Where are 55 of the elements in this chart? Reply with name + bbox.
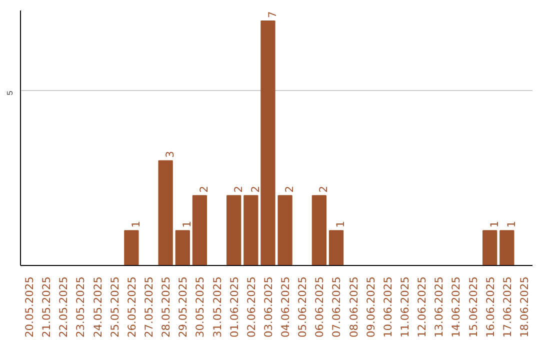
- x-tick-label: 04.06.2025: [279, 276, 292, 338]
- x-tick-label: 27.05.2025: [142, 276, 156, 338]
- x-tick-label: 01.06.2025: [228, 276, 241, 338]
- data-label: 2: [317, 186, 330, 193]
- bar: [500, 230, 514, 266]
- x-tick-label: 17.06.2025: [500, 276, 514, 338]
- bar: [312, 195, 326, 266]
- x-tick-label: 11.06.2025: [398, 276, 412, 338]
- data-label: 7: [266, 11, 279, 18]
- data-label: 3: [164, 150, 177, 158]
- x-tick-label: 02.06.2025: [244, 276, 258, 338]
- bar: [328, 230, 344, 266]
- x-tick-label: 08.06.2025: [347, 276, 360, 338]
- x-tick-label: 15.06.2025: [466, 276, 480, 338]
- x-tick-label: 25.05.2025: [108, 276, 122, 338]
- data-label: 1: [504, 220, 518, 228]
- x-tick-label: 14.06.2025: [450, 276, 463, 338]
- x-tick-label: 23.05.2025: [74, 276, 88, 338]
- bar: [244, 195, 258, 266]
- x-tick-label: 26.05.2025: [125, 276, 138, 338]
- bar: [175, 230, 190, 266]
- bar: [260, 20, 276, 266]
- data-label: 1: [488, 220, 501, 228]
- data-label: 2: [283, 186, 296, 193]
- x-tick-label: 10.06.2025: [381, 276, 394, 338]
- x-tick-label: 24.05.2025: [91, 276, 104, 338]
- x-tick-label: 22.05.2025: [57, 276, 70, 338]
- bar: [158, 160, 173, 266]
- x-tick-label: 09.06.2025: [364, 276, 378, 338]
- data-label: 1: [129, 220, 142, 228]
- x-tick-label: 20.05.2025: [23, 276, 36, 338]
- x-tick-label: 07.06.2025: [330, 276, 344, 338]
- x-tick-label: 18.06.2025: [518, 276, 531, 338]
- x-tick-label: 05.06.2025: [296, 276, 310, 338]
- x-tick-label: 06.06.2025: [313, 276, 326, 338]
- x-tick-label: 30.05.2025: [194, 276, 207, 338]
- data-label: 2: [248, 186, 262, 193]
- x-tick-label: 16.06.2025: [484, 276, 497, 338]
- bar: [192, 195, 208, 266]
- data-label: 2: [198, 186, 211, 193]
- x-tick-label: 12.06.2025: [416, 276, 429, 338]
- bar: [124, 230, 139, 266]
- x-tick-label: 31.05.2025: [210, 276, 224, 338]
- x-tick-label: 03.06.2025: [262, 276, 275, 338]
- x-tick-label: 28.05.2025: [160, 276, 173, 338]
- x-tick-label: 21.05.2025: [40, 276, 54, 338]
- x-tick-label: 29.05.2025: [176, 276, 190, 338]
- data-label: 1: [180, 220, 194, 228]
- data-label: 1: [334, 220, 348, 228]
- data-label: 2: [232, 186, 245, 193]
- bar: [278, 195, 292, 266]
- bar: [482, 230, 498, 266]
- bar: [226, 195, 242, 266]
- y-tick-label: 5: [6, 90, 14, 96]
- x-tick-label: 13.06.2025: [432, 276, 446, 338]
